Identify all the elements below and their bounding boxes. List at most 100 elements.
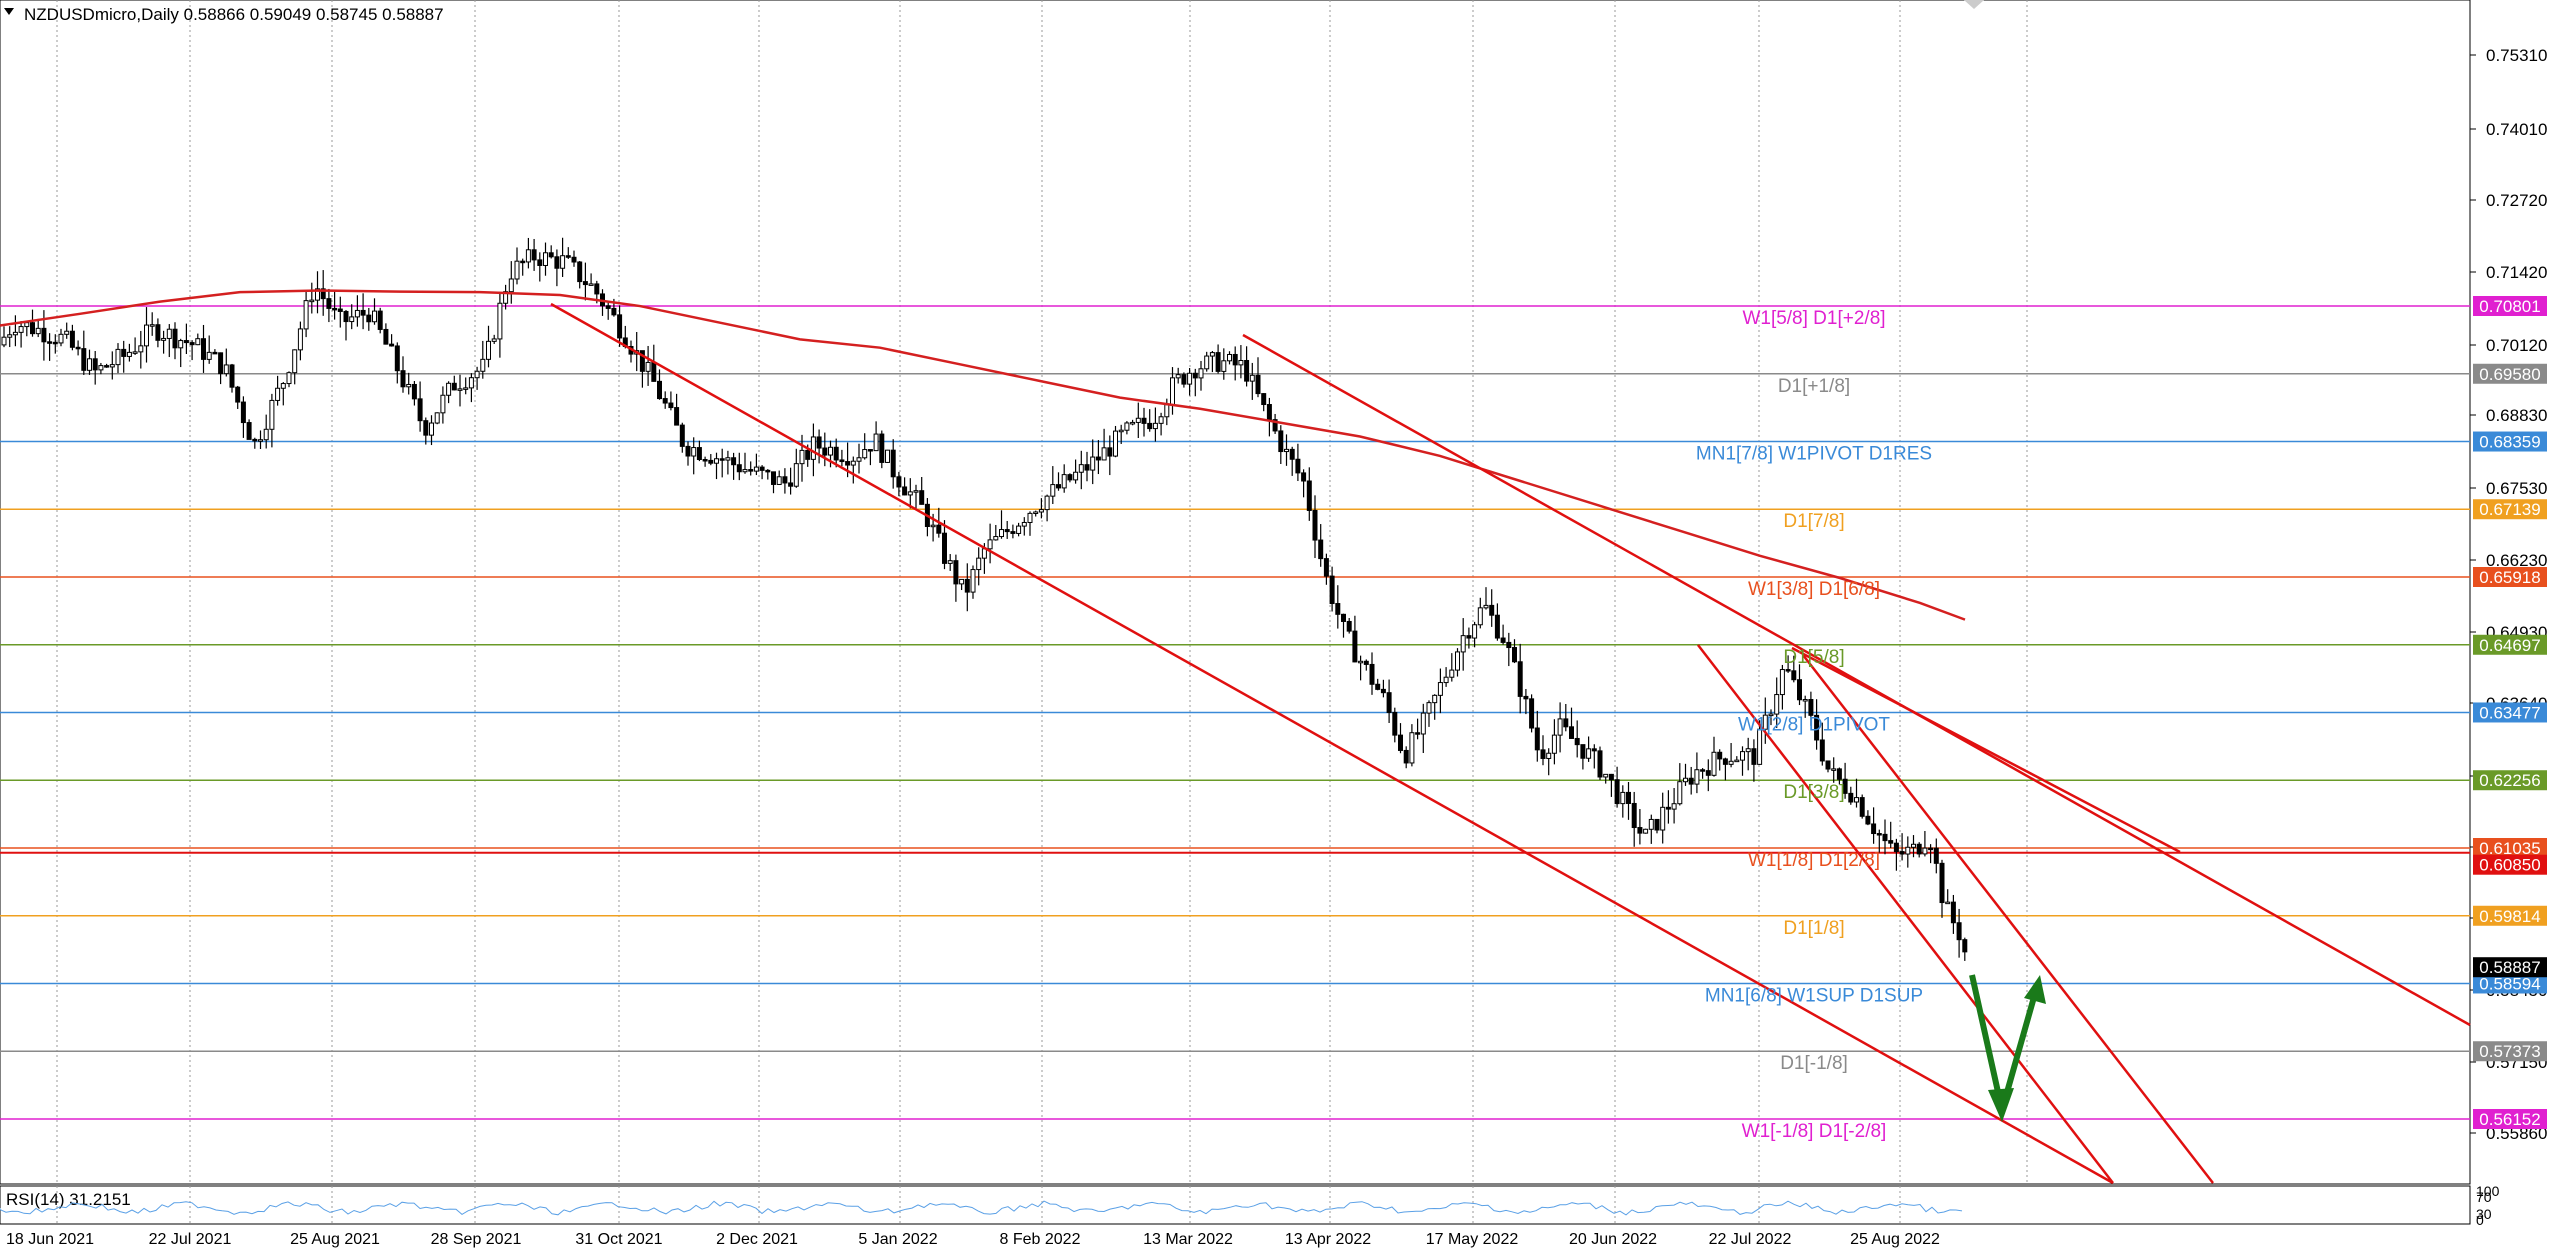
candle[interactable] [1899, 833, 1905, 861]
forecast-arrow[interactable] [1969, 974, 2046, 1122]
candle[interactable] [1534, 710, 1540, 762]
candle[interactable] [1905, 836, 1911, 868]
candle[interactable] [1204, 351, 1210, 372]
candle[interactable] [1335, 585, 1341, 629]
candle[interactable] [1261, 393, 1267, 412]
candle[interactable] [1643, 828, 1649, 834]
candle[interactable] [1095, 440, 1101, 475]
candle[interactable] [1181, 372, 1187, 388]
candle[interactable] [964, 563, 970, 612]
candle[interactable] [1563, 703, 1569, 732]
candle[interactable] [1836, 767, 1842, 785]
candle[interactable] [987, 523, 993, 564]
candle[interactable] [1272, 413, 1278, 434]
candle[interactable] [1386, 679, 1392, 724]
candle[interactable] [491, 334, 497, 344]
candle[interactable] [1591, 744, 1597, 769]
candle[interactable] [1278, 425, 1284, 465]
candle[interactable] [662, 391, 668, 409]
rsi-pane[interactable] [0, 1185, 2471, 1225]
candle[interactable] [166, 324, 172, 358]
candle[interactable] [696, 440, 702, 462]
candle[interactable] [377, 307, 383, 334]
candle[interactable] [885, 449, 890, 463]
candle[interactable] [121, 340, 127, 373]
candle[interactable] [1933, 838, 1939, 874]
candle[interactable] [1227, 351, 1232, 365]
trendline[interactable] [1697, 644, 2114, 1184]
dropdown-arrow-icon[interactable] [4, 8, 14, 15]
candle[interactable] [1301, 469, 1307, 498]
candle[interactable] [389, 334, 395, 347]
candle[interactable] [354, 295, 360, 327]
candle[interactable] [1363, 659, 1369, 671]
candle[interactable] [1711, 736, 1717, 777]
candle[interactable] [839, 449, 845, 467]
candle[interactable] [463, 377, 469, 395]
candle[interactable] [223, 348, 229, 377]
candle[interactable] [759, 465, 765, 480]
candle[interactable] [486, 325, 491, 368]
candle[interactable] [1341, 613, 1346, 638]
candle[interactable] [1665, 790, 1671, 824]
candle[interactable] [337, 296, 343, 328]
candle[interactable] [1808, 691, 1814, 726]
candle[interactable] [1, 326, 7, 348]
candle[interactable] [520, 258, 526, 276]
candle[interactable] [1637, 809, 1643, 845]
candle[interactable] [1358, 655, 1364, 681]
candle[interactable] [1187, 368, 1193, 396]
candle[interactable] [240, 396, 246, 438]
candle[interactable] [1295, 443, 1301, 482]
candle[interactable] [115, 343, 121, 374]
candle[interactable] [1221, 348, 1227, 380]
candle[interactable] [201, 324, 206, 373]
candle[interactable] [400, 356, 406, 393]
candle[interactable] [1683, 763, 1688, 786]
candle[interactable] [132, 337, 138, 355]
candle[interactable] [565, 247, 571, 259]
candle[interactable] [1871, 807, 1877, 844]
candle[interactable] [1762, 697, 1768, 744]
price-pane[interactable] [0, 0, 2471, 1185]
candle[interactable] [959, 578, 965, 591]
candle[interactable] [1500, 624, 1506, 645]
candle[interactable] [1705, 759, 1711, 792]
candle[interactable] [1848, 786, 1854, 805]
candle[interactable] [1369, 652, 1375, 695]
candle[interactable] [1694, 752, 1700, 794]
candle[interactable] [1249, 362, 1255, 400]
candle[interactable] [1928, 844, 1934, 864]
candle[interactable] [178, 338, 184, 368]
candle[interactable] [810, 423, 816, 477]
candle[interactable] [1865, 810, 1871, 826]
candle[interactable] [1061, 464, 1067, 493]
candle[interactable] [1255, 357, 1261, 398]
candle[interactable] [1038, 498, 1044, 519]
trendline[interactable] [1802, 654, 2214, 1184]
candle[interactable] [1876, 829, 1882, 853]
candle[interactable] [560, 237, 566, 277]
candle[interactable] [1152, 407, 1158, 442]
candle[interactable] [1067, 473, 1073, 483]
candle[interactable] [303, 290, 309, 338]
candle[interactable] [1398, 723, 1403, 754]
candle[interactable] [1021, 517, 1027, 536]
candle[interactable] [292, 349, 298, 385]
candle[interactable] [1574, 720, 1580, 758]
candle[interactable] [332, 290, 338, 320]
candle[interactable] [719, 448, 725, 478]
candle[interactable] [1825, 760, 1831, 773]
candle[interactable] [970, 565, 976, 599]
candle[interactable] [1113, 425, 1118, 458]
candle[interactable] [1831, 757, 1837, 783]
candle[interactable] [919, 476, 925, 505]
candle[interactable] [1540, 735, 1546, 766]
candle[interactable] [195, 333, 201, 346]
candle[interactable] [907, 478, 913, 509]
candle[interactable] [366, 307, 372, 331]
candle[interactable] [7, 326, 13, 348]
candle[interactable] [1101, 428, 1107, 461]
candle[interactable] [1409, 724, 1415, 767]
